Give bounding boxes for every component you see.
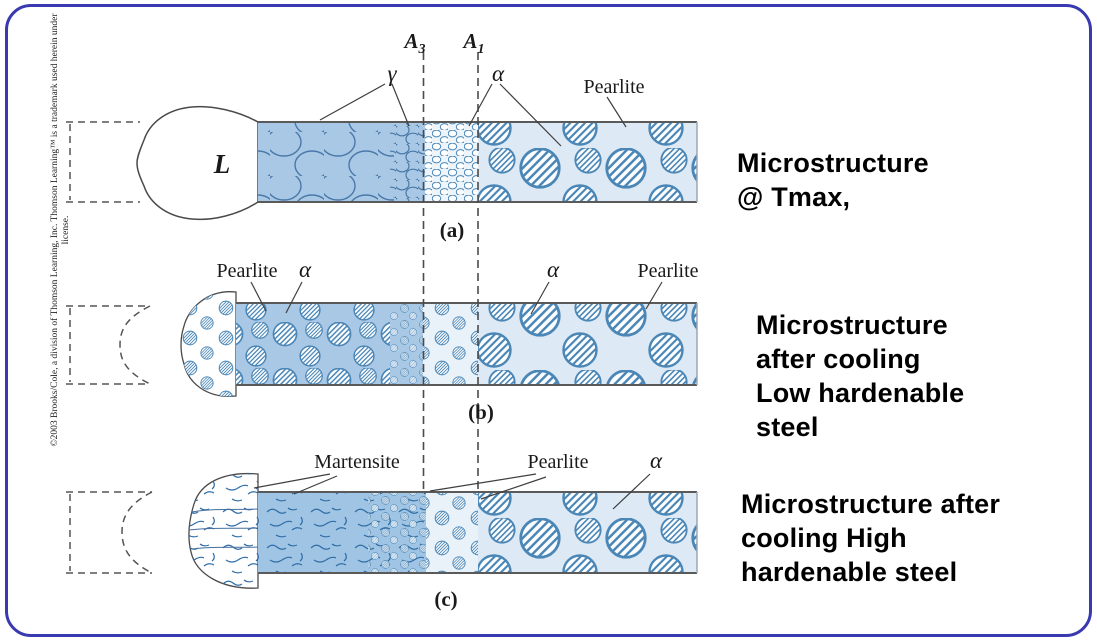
alpha-a-label: α [492, 61, 505, 86]
weld-nugget-b [180, 291, 237, 397]
alpha-a-leaders [468, 83, 562, 147]
note-high-hardenable-steel: Microstructure after cooling High harden… [741, 489, 1001, 587]
alpha-c-leader [612, 473, 651, 510]
caption-a: (a) [440, 218, 465, 242]
martensite-label: Martensite [314, 451, 400, 473]
alpha-b-left-leader [285, 281, 303, 314]
pearlite-a-label: Pearlite [583, 76, 644, 98]
weld-pool-a: L [136, 105, 259, 221]
pearlite-a-leader [606, 96, 627, 128]
martensite-leaders [253, 473, 338, 495]
alpha-b-right-label: α [547, 257, 560, 282]
pearlite-c-leaders [429, 473, 547, 500]
pearlite-b-left-leader [250, 281, 267, 312]
gamma-label: γ [387, 61, 397, 86]
pearlite-b-left-label: Pearlite [216, 260, 277, 282]
leader-lines [250, 83, 663, 510]
note-low-hardenable-steel: Microstructure after cooling Low hardena… [756, 310, 965, 442]
alpha-b-left-label: α [299, 257, 312, 282]
caption-c: (c) [434, 587, 457, 611]
pearlite-c-label: Pearlite [527, 451, 588, 473]
dashed-bar-outlines [66, 121, 153, 574]
alpha-c-label: α [650, 448, 663, 473]
pearlite-b-right-label: Pearlite [637, 260, 698, 282]
liquid-label: L [213, 149, 231, 179]
a3-label: A3 [402, 29, 425, 57]
weld-nugget-c [188, 472, 259, 589]
gamma-leaders [319, 83, 410, 127]
a1-label: A1 [461, 29, 484, 57]
caption-b: (b) [468, 400, 494, 424]
critical-temp-lines [422, 52, 479, 492]
bar-b-microstructure [236, 302, 698, 386]
note-microstructure-tmax: Microstructure @ Tmax, [737, 148, 929, 212]
alpha-b-right-leader [530, 281, 550, 315]
bar-c-microstructure [258, 491, 698, 574]
pearlite-b-right-leader [645, 281, 663, 310]
